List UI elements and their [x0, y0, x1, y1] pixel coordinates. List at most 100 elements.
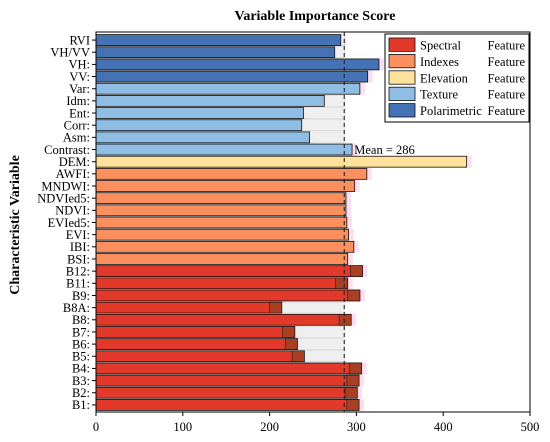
legend-label: Indexes — [420, 55, 459, 69]
y-tick-label: VV: — [69, 70, 90, 84]
bar — [95, 192, 347, 205]
bar-halo — [355, 386, 363, 399]
bar-halo — [357, 82, 365, 95]
bar — [95, 216, 348, 229]
bar-halo — [344, 216, 352, 229]
y-tick-label: Var: — [69, 82, 90, 96]
bar-end-overlay — [338, 314, 352, 326]
bar-halo — [364, 167, 372, 180]
y-tick-label: B4: — [72, 362, 90, 376]
axes-group: RVIVH/VVVH:VV:Var:Idm:Ent:Corr:Asm:Contr… — [37, 31, 540, 434]
bar — [95, 131, 310, 144]
bar — [95, 362, 363, 375]
bar-end-overlay — [349, 362, 362, 375]
bars-group — [95, 34, 472, 411]
bar — [95, 265, 363, 278]
x-tick-label: 500 — [521, 420, 540, 434]
bar — [95, 46, 336, 59]
bar-end-overlay — [346, 399, 360, 411]
y-tick-label: IBI: — [70, 240, 90, 254]
bar — [95, 399, 360, 411]
y-tick-label: B2: — [72, 386, 90, 400]
y-tick-label: AWFI: — [56, 167, 90, 181]
mean-layer: Mean = 286 — [343, 32, 415, 412]
bar-shortfall-band — [304, 350, 345, 362]
bar — [95, 119, 303, 132]
y-tick-label: B8: — [72, 313, 90, 327]
bar-halo — [365, 70, 373, 83]
bar-end-overlay — [347, 289, 361, 302]
y-tick-label: B9: — [72, 289, 90, 303]
chart-title: Variable Importance Score — [235, 9, 396, 24]
y-tick-label: EVI: — [66, 228, 90, 242]
y-tick-label: EVIed5: — [48, 216, 90, 230]
bar — [95, 34, 342, 46]
y-tick-label: Asm: — [63, 131, 90, 145]
y-tick-label: NDVI: — [55, 204, 90, 218]
bar — [95, 204, 347, 217]
bar — [95, 350, 305, 363]
y-tick-label: B7: — [72, 325, 90, 339]
legend-suffix: Feature — [488, 88, 526, 102]
bar-end-overlay — [291, 350, 305, 363]
bar-halo — [345, 253, 353, 265]
bar — [95, 301, 283, 314]
bar-halo — [376, 58, 384, 71]
bar-halo — [343, 204, 351, 217]
bar — [95, 58, 380, 71]
bar — [95, 253, 349, 265]
bar-end-overlay — [335, 277, 349, 290]
bar-end-overlay — [284, 338, 298, 350]
y-tick-label: VH/VV — [50, 46, 90, 60]
legend-swatch — [388, 86, 416, 101]
y-tick-label: VH: — [68, 58, 90, 72]
y-tick-label: NDVIed5: — [37, 191, 90, 205]
bar — [95, 95, 325, 107]
x-tick-label: 100 — [173, 420, 192, 434]
y-tick-label: B12: — [66, 264, 90, 278]
bar-shortfall-band — [301, 119, 345, 131]
bar — [95, 167, 368, 180]
bar-halo — [346, 228, 354, 241]
legend-swatch — [388, 70, 416, 85]
y-tick-label: B3: — [72, 374, 90, 388]
legend-label: Polarimetric — [420, 104, 482, 118]
bar-end-overlay — [344, 386, 358, 399]
bar-end-overlay — [269, 301, 283, 314]
bar — [95, 155, 468, 168]
bar — [95, 289, 361, 302]
bar — [95, 82, 361, 95]
bar — [95, 326, 296, 338]
bar-halo — [352, 180, 360, 192]
bar-halo — [350, 143, 358, 156]
legend: Spectral Feature Indexes Feature Elevation Fe… — [384, 33, 530, 123]
bar — [95, 180, 356, 192]
legend-suffix: Feature — [488, 104, 526, 118]
legend-swatch — [388, 103, 416, 118]
y-tick-label: B6: — [72, 337, 90, 351]
bar-shortfall-band — [334, 46, 345, 58]
y-tick-label: Idm: — [66, 94, 90, 108]
x-tick-label: 300 — [347, 420, 366, 434]
legend-swatch — [388, 54, 416, 69]
y-tick-label: BSI: — [67, 252, 90, 266]
bar-halo — [357, 398, 365, 411]
legend-label: Spectral — [420, 39, 461, 53]
legend-swatch — [388, 37, 416, 52]
bar-shortfall-band — [303, 107, 345, 119]
bar-halo — [351, 240, 359, 253]
bar — [95, 240, 355, 253]
bar-end-overlay — [282, 326, 296, 338]
x-tick-label: 200 — [260, 420, 279, 434]
y-tick-label: Contrast: — [44, 143, 90, 157]
bar-halo — [349, 313, 357, 326]
bar — [95, 228, 349, 241]
bar — [95, 277, 349, 290]
bar-shortfall-band — [309, 131, 345, 144]
y-tick-label: RVI — [69, 33, 90, 47]
legend-suffix: Feature — [488, 71, 526, 85]
bar-halo — [359, 362, 367, 375]
bar — [95, 313, 352, 326]
y-tick-label: B8A: — [63, 301, 90, 315]
